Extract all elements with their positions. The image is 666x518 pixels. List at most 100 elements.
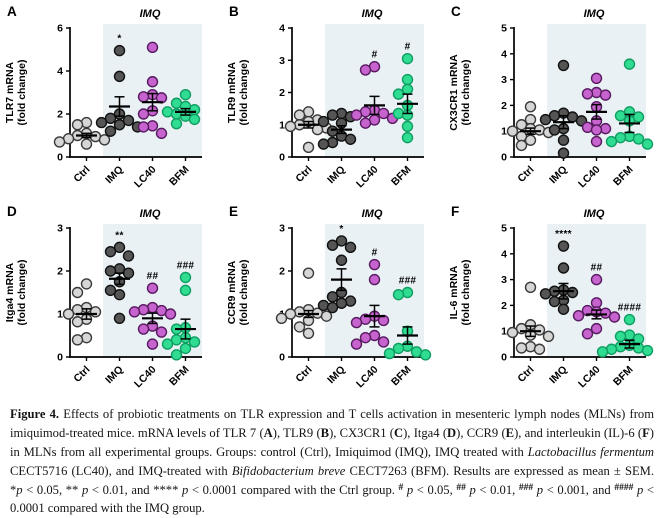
x-tick-label: LC40 — [132, 364, 159, 391]
significance-marker: ## — [591, 263, 603, 274]
x-tick-label: IMQ — [547, 364, 570, 387]
data-point — [359, 117, 372, 129]
y-tick-label: 4 — [501, 48, 507, 60]
figure-panel-E: IMQE0123CCR9 mRNA(fold change)CtrlIMQ*LC… — [222, 200, 444, 400]
data-point — [89, 306, 102, 318]
data-point — [392, 107, 405, 120]
x-tick-label: IMQ — [103, 164, 126, 187]
data-point — [506, 125, 519, 137]
data-point — [401, 120, 414, 133]
caption-segment: ), and interleukin (IL)-6 ( — [514, 425, 643, 440]
caption-segment: p — [536, 482, 544, 497]
y-axis-title: TLR7 mRNA — [4, 61, 16, 123]
x-tick-label: LC40 — [576, 164, 603, 191]
data-point — [359, 64, 372, 76]
x-tick-label: Ctrl — [71, 364, 92, 385]
imq-shade-label: IMQ — [584, 208, 605, 220]
data-point — [170, 117, 183, 130]
data-point — [62, 308, 75, 320]
data-point — [344, 133, 357, 145]
caption-segment: < 0.0001 compared with the Ctrl group. — [188, 482, 399, 497]
data-point — [113, 288, 126, 301]
caption-segment: A — [263, 425, 273, 440]
data-point — [317, 115, 330, 128]
data-point — [137, 323, 150, 335]
caption-segment: ### — [518, 482, 534, 493]
imq-shade-label: IMQ — [140, 208, 161, 220]
caption-segment: < 0.05, ** — [22, 482, 82, 497]
data-point — [170, 349, 183, 361]
data-point — [137, 91, 150, 103]
data-point — [632, 133, 645, 145]
data-point — [524, 100, 537, 113]
y-axis-title-line2: (fold change) — [460, 60, 472, 126]
data-point — [566, 286, 579, 299]
y-axis-title: CCR9 mRNA — [226, 260, 238, 324]
y-tick-label: 1 — [57, 309, 63, 321]
significance-marker: ## — [147, 271, 159, 282]
data-point — [326, 239, 339, 251]
data-point — [320, 310, 333, 322]
panel-letter: F — [451, 204, 459, 219]
caption-segment: ) in MLNs from all experimental groups. … — [10, 425, 654, 459]
y-axis-title: Itga4 mRNA — [4, 262, 16, 322]
data-point — [284, 120, 297, 133]
data-point — [326, 301, 339, 314]
data-point — [641, 138, 654, 150]
data-point — [542, 330, 555, 343]
data-point — [557, 59, 570, 72]
panel-letter: E — [229, 204, 238, 219]
caption-segment: p — [469, 482, 476, 497]
x-tick-label: Ctrl — [515, 164, 536, 185]
y-axis-title: CX3CR1 mRNA — [448, 54, 460, 131]
caption-segment: p — [636, 482, 644, 497]
y-tick-label: 0 — [279, 352, 285, 364]
caption-segment: ## — [456, 482, 466, 493]
caption-segment: Bifidobacterium breve — [231, 463, 346, 478]
caption-segment: Effects of probiotic treatments on TLR e… — [10, 407, 654, 440]
data-point — [179, 88, 192, 101]
caption-segment: p — [406, 482, 414, 497]
caption-segment: p — [81, 482, 89, 497]
significance-marker: ### — [399, 276, 417, 287]
y-tick-label: 1 — [501, 326, 507, 338]
data-point — [71, 119, 84, 131]
caption-segment: CECT7263 (BFM). Results are expressed as… — [10, 463, 654, 497]
caption-segment: p — [16, 482, 23, 497]
panel-E-chart: IMQE0123CCR9 mRNA(fold change)CtrlIMQ*LC… — [226, 204, 432, 390]
x-tick-label: Ctrl — [71, 164, 92, 185]
data-point — [179, 271, 192, 284]
y-axis-title-line2: (fold change) — [16, 260, 28, 326]
data-point — [317, 138, 330, 150]
data-point — [599, 89, 612, 101]
caption-segment: #### — [614, 482, 634, 493]
data-point — [548, 124, 561, 136]
data-point — [113, 70, 126, 83]
data-point — [377, 107, 390, 120]
data-point — [326, 291, 339, 303]
data-point — [164, 308, 177, 320]
y-tick-label: 2 — [501, 300, 507, 312]
data-point — [302, 327, 315, 340]
figure-caption: Figure 4. Effects of probiotic treatment… — [10, 405, 654, 518]
data-point — [377, 336, 390, 348]
y-tick-label: 1 — [279, 119, 285, 131]
data-point — [95, 116, 108, 129]
data-point — [122, 267, 135, 279]
y-tick-label: 3 — [57, 223, 63, 235]
data-point — [170, 334, 183, 346]
significance-marker: #### — [618, 303, 642, 314]
data-point — [548, 295, 561, 308]
data-point — [113, 312, 126, 325]
data-point — [335, 235, 348, 247]
data-point — [401, 73, 414, 86]
data-point — [284, 308, 297, 320]
significance-marker: * — [117, 34, 121, 45]
data-point — [605, 135, 618, 148]
data-point — [71, 286, 84, 299]
y-axis-title-line2: (fold change) — [238, 260, 250, 326]
x-tick-label: LC40 — [132, 164, 159, 191]
data-point — [524, 134, 537, 146]
data-point — [137, 121, 150, 133]
data-point — [596, 346, 609, 358]
